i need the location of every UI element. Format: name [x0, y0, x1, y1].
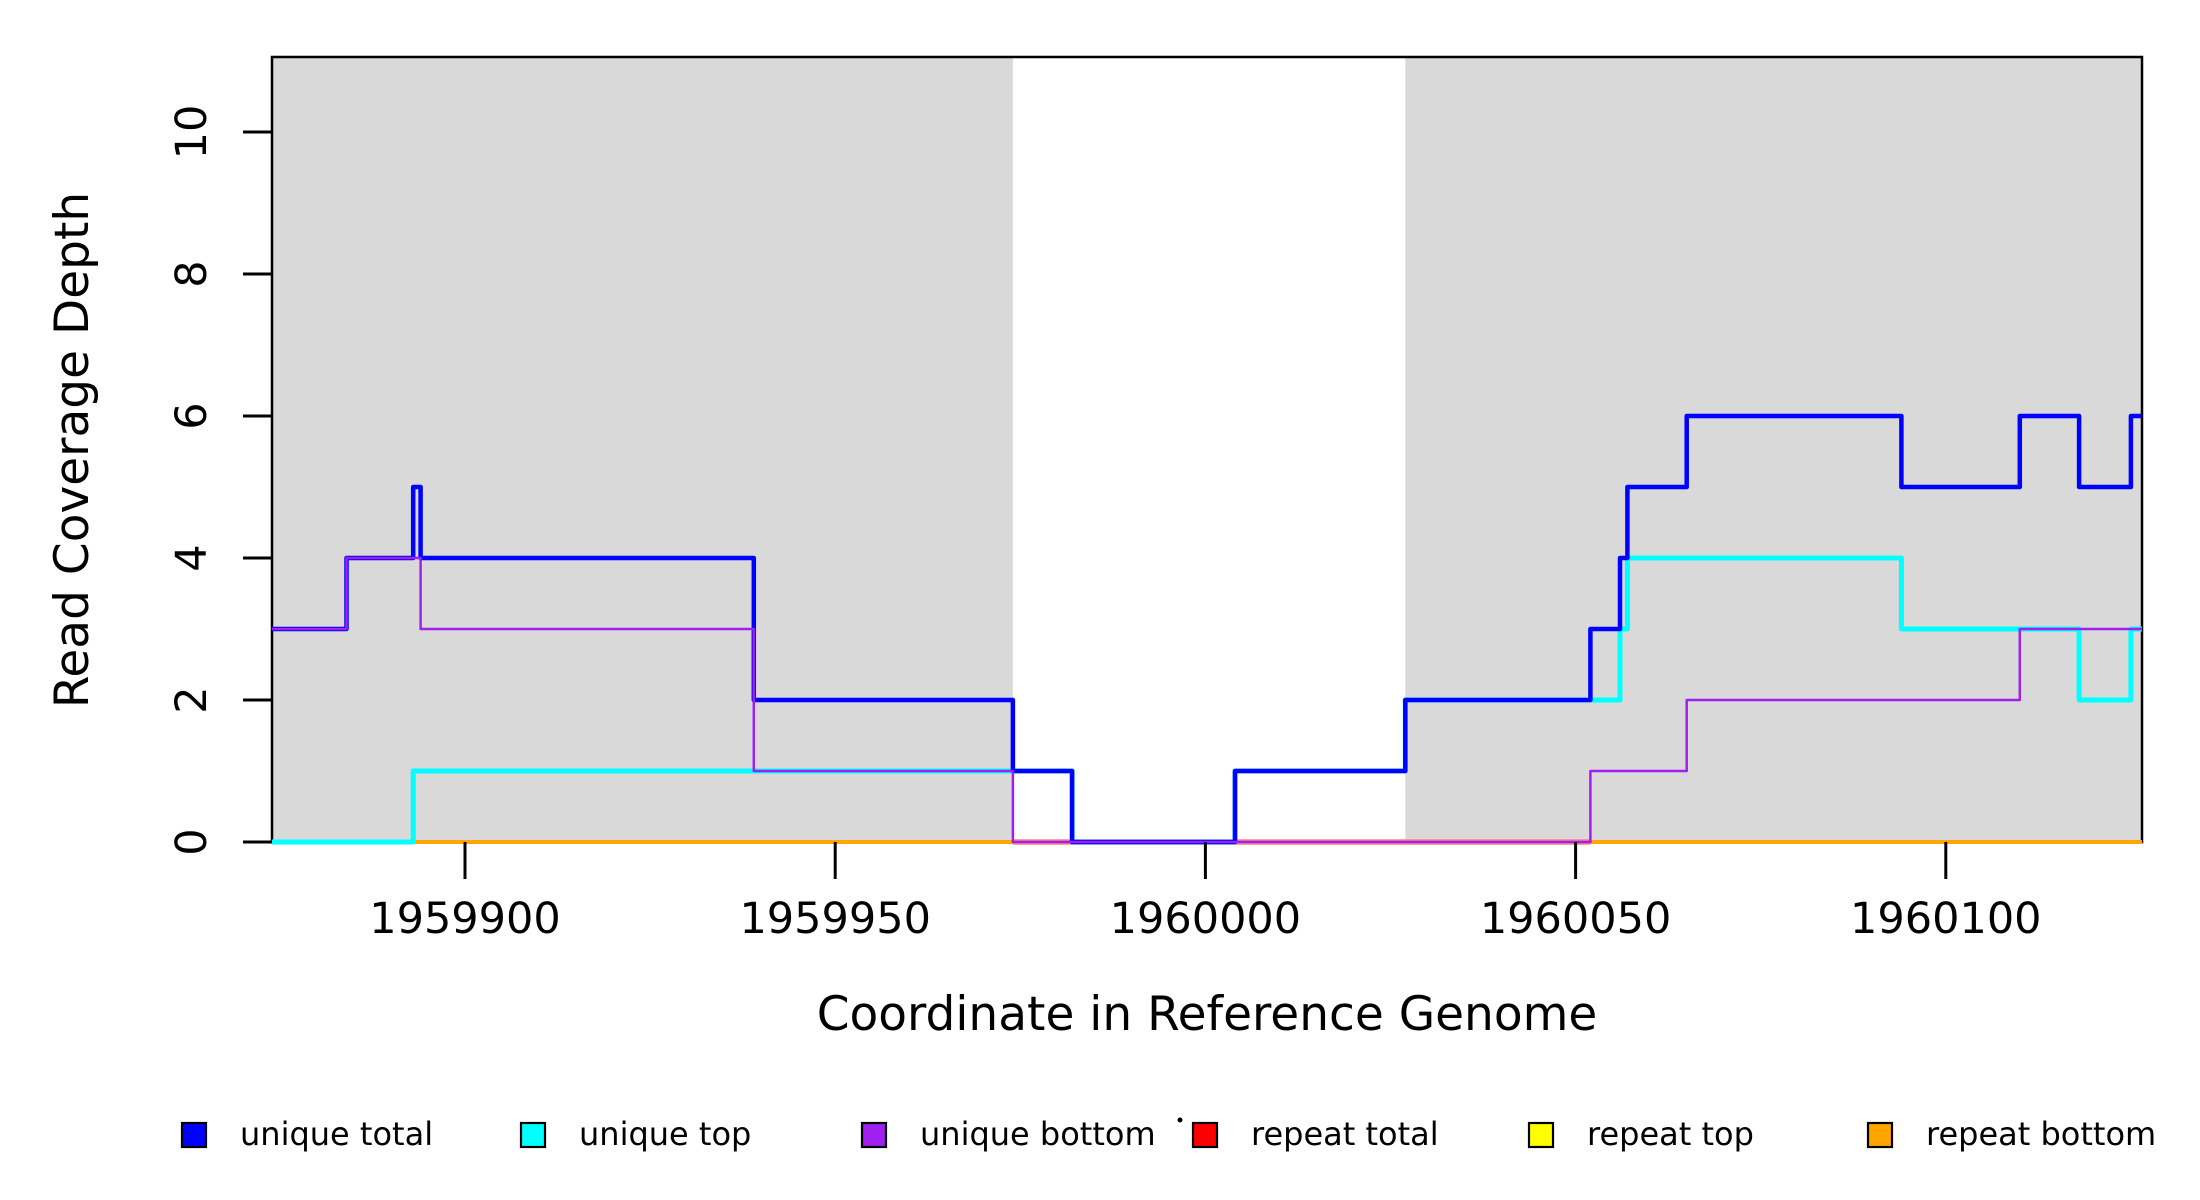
x-axis-tick-label: 1960100	[1850, 894, 2042, 944]
legend-item: repeat top	[1527, 1115, 1754, 1153]
legend-label: repeat bottom	[1926, 1115, 2156, 1153]
x-axis-tick-label: 1959950	[739, 894, 931, 944]
shaded-region	[1405, 57, 2143, 842]
legend-item: repeat total	[1191, 1115, 1439, 1153]
y-axis-tick-label: 4	[167, 544, 217, 571]
legend-swatch-repeat-total	[1191, 1121, 1219, 1149]
legend-item: repeat bottom	[1866, 1115, 2156, 1153]
legend-label: repeat top	[1587, 1115, 1754, 1153]
legend: unique total unique top unique bottom repea…	[180, 1115, 2156, 1153]
y-axis-tick-label: 10	[167, 105, 217, 160]
legend-label: unique total	[240, 1115, 433, 1153]
y-axis-tick-label: 6	[167, 402, 217, 429]
legend-item: unique total	[180, 1115, 433, 1153]
shaded-regions-layer	[271, 57, 2143, 842]
legend-item: unique bottom	[860, 1115, 1156, 1153]
legend-swatch-unique-top	[519, 1121, 547, 1149]
series-layer	[271, 413, 2142, 845]
x-axis-tick-label: 1960050	[1480, 894, 1672, 944]
x-axis-tick-label: 1959900	[369, 894, 561, 944]
legend-label: unique bottom	[920, 1115, 1156, 1153]
y-axis-title: Read Coverage Depth	[45, 192, 100, 708]
legend-swatch-repeat-top	[1527, 1121, 1555, 1149]
legend-label: unique top	[579, 1115, 751, 1153]
shaded-region	[271, 57, 1013, 842]
legend-label: repeat total	[1251, 1115, 1439, 1153]
series-unique-bottom-line	[271, 556, 2142, 844]
legend-swatch-repeat-bottom	[1866, 1121, 1894, 1149]
axes-layer: 1959900 1959950 1960000 1960050 1960100 0 2 4 6 8…	[167, 105, 2042, 944]
legend-swatch-unique-total	[180, 1121, 208, 1149]
y-axis-tick-label: 8	[167, 260, 217, 287]
legend-swatch-unique-bottom	[860, 1121, 888, 1149]
y-axis-tick-label: 2	[167, 686, 217, 713]
x-axis-tick-label: 1960000	[1110, 894, 1302, 944]
series-unique-total-line	[271, 413, 2142, 845]
y-axis-tick-label: 0	[167, 828, 217, 855]
legend-item: unique top	[519, 1115, 751, 1153]
stray-dot	[1177, 1117, 1183, 1123]
x-axis-title: Coordinate in Reference Genome	[817, 987, 1598, 1042]
